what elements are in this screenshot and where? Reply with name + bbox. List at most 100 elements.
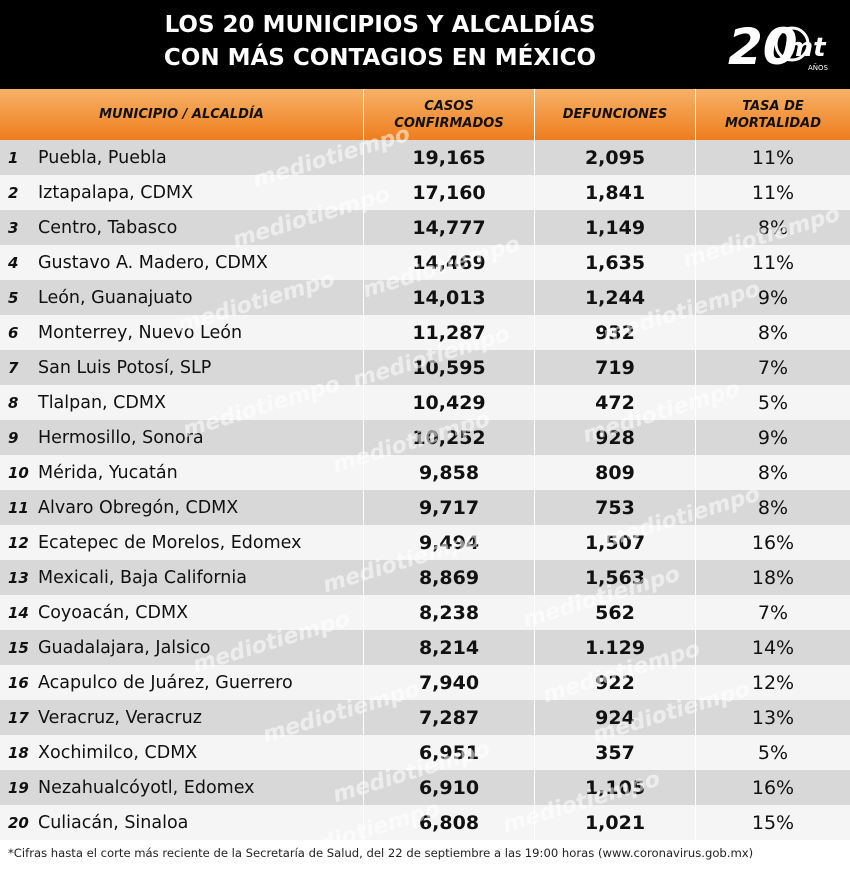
casos-confirmados-cell: 17,160 <box>364 175 535 210</box>
tasa-mortalidad-cell: 9% <box>757 426 789 449</box>
column-header-tasa: TASA DE MORTALIDAD <box>724 98 822 131</box>
tasa-mortalidad-cell: 13% <box>751 706 795 729</box>
table-row: 19 Nezahualcóyotl, Edomex 6,910 1,105 16% <box>0 770 850 805</box>
defunciones-cell: 357 <box>535 735 696 770</box>
municipio-name: Xochimilco, CDMX <box>38 742 198 763</box>
table-row: 8 Tlalpan, CDMX 10,429 472 5% <box>0 385 850 420</box>
tasa-mortalidad-cell: 9% <box>757 286 789 309</box>
rank-number: 7 <box>8 358 19 377</box>
casos-confirmados-cell: 19,165 <box>364 140 535 175</box>
municipio-name: León, Guanajuato <box>38 287 193 308</box>
rank-number: 19 <box>8 778 29 797</box>
table-row: 13 Mexicali, Baja California 8,869 1,563 18% <box>0 560 850 595</box>
rank-number: 6 <box>8 323 19 342</box>
municipio-cell: 9 Hermosillo, Sonora <box>0 420 364 455</box>
casos-confirmados-cell: 11,287 <box>364 315 535 350</box>
defunciones-cell: 1,841 <box>535 175 696 210</box>
municipio-name: Coyoacán, CDMX <box>38 602 189 623</box>
table-row: 1 Puebla, Puebla 19,165 2,095 11% <box>0 140 850 175</box>
column-header-defunciones: DEFUNCIONES <box>535 89 696 140</box>
casos-confirmados-cell: 6,910 <box>364 770 535 805</box>
defunciones-cell: 753 <box>535 490 696 525</box>
municipio-cell: 13 Mexicali, Baja California <box>0 560 364 595</box>
rank-number: 18 <box>8 743 29 762</box>
table-row: 11 Alvaro Obregón, CDMX 9,717 753 8% <box>0 490 850 525</box>
municipio-name: Tlalpan, CDMX <box>38 392 166 413</box>
municipio-name: Centro, Tabasco <box>38 217 178 238</box>
municipio-name: Veracruz, Veracruz <box>38 707 202 728</box>
casos-confirmados-cell: 8,238 <box>364 595 535 630</box>
casos-confirmados-cell: 6,951 <box>364 735 535 770</box>
tasa-mortalidad-cell: 8% <box>757 216 789 239</box>
municipio-cell: 6 Monterrey, Nuevo León <box>0 315 364 350</box>
municipio-name: Mexicali, Baja California <box>38 567 247 588</box>
defunciones-cell: 1,635 <box>535 245 696 280</box>
municipio-cell: 14 Coyoacán, CDMX <box>0 595 364 630</box>
municipio-name: San Luis Potosí, SLP <box>38 357 212 378</box>
municipio-cell: 3 Centro, Tabasco <box>0 210 364 245</box>
casos-confirmados-cell: 10,595 <box>364 350 535 385</box>
table-row: 17 Veracruz, Veracruz 7,287 924 13% <box>0 700 850 735</box>
casos-confirmados-cell: 9,717 <box>364 490 535 525</box>
table-row: 4 Gustavo A. Madero, CDMX 14,469 1,635 11% <box>0 245 850 280</box>
municipio-cell: 15 Guadalajara, Jalsico <box>0 630 364 665</box>
defunciones-cell: 928 <box>535 420 696 455</box>
tasa-mortalidad-cell: 14% <box>751 636 795 659</box>
municipio-name: Mérida, Yucatán <box>38 462 178 483</box>
rank-number: 10 <box>8 463 29 482</box>
defunciones-cell: 932 <box>535 315 696 350</box>
table-row: 14 Coyoacán, CDMX 8,238 562 7% <box>0 595 850 630</box>
casos-confirmados-cell: 8,869 <box>364 560 535 595</box>
rank-number: 8 <box>8 393 19 412</box>
municipio-cell: 20 Culiacán, Sinaloa <box>0 805 364 840</box>
tasa-mortalidad-cell: 11% <box>751 251 795 274</box>
municipio-cell: 5 León, Guanajuato <box>0 280 364 315</box>
table-row: 15 Guadalajara, Jalsico 8,214 1.129 14% <box>0 630 850 665</box>
logo-sub: AÑOS <box>808 63 828 72</box>
defunciones-cell: 1,105 <box>535 770 696 805</box>
defunciones-cell: 472 <box>535 385 696 420</box>
municipio-cell: 1 Puebla, Puebla <box>0 140 364 175</box>
table-row: 20 Culiacán, Sinaloa 6,808 1,021 15% <box>0 805 850 840</box>
defunciones-cell: 2,095 <box>535 140 696 175</box>
tasa-mortalidad-cell: 7% <box>757 356 789 379</box>
municipio-name: Puebla, Puebla <box>38 147 167 168</box>
table-header: MUNICIPIO / ALCALDÍA CASOS CONFIRMADOS D… <box>0 89 850 140</box>
tasa-mortalidad-cell: 16% <box>751 776 795 799</box>
tasa-mortalidad-cell: 5% <box>757 741 789 764</box>
rank-number: 4 <box>8 253 19 272</box>
municipio-cell: 10 Mérida, Yucatán <box>0 455 364 490</box>
rank-number: 1 <box>8 148 19 167</box>
tasa-mortalidad-cell: 16% <box>751 531 795 554</box>
municipio-name: Hermosillo, Sonora <box>38 427 204 448</box>
municipio-name: Ecatepec de Morelos, Edomex <box>38 532 302 553</box>
table-row: 18 Xochimilco, CDMX 6,951 357 5% <box>0 735 850 770</box>
defunciones-cell: 922 <box>535 665 696 700</box>
header-bar: LOS 20 MUNICIPIOS Y ALCALDÍAS CON MÁS CO… <box>0 0 850 89</box>
table-row: 9 Hermosillo, Sonora 10,252 928 9% <box>0 420 850 455</box>
municipio-name: Alvaro Obregón, CDMX <box>38 497 239 518</box>
tasa-mortalidad-cell: 11% <box>751 181 795 204</box>
rank-number: 14 <box>8 603 29 622</box>
casos-confirmados-cell: 7,940 <box>364 665 535 700</box>
column-header-municipio: MUNICIPIO / ALCALDÍA <box>0 89 364 140</box>
casos-confirmados-cell: 14,777 <box>364 210 535 245</box>
rank-number: 2 <box>8 183 19 202</box>
tasa-mortalidad-cell: 8% <box>757 461 789 484</box>
tasa-mortalidad-cell: 18% <box>751 566 795 589</box>
tasa-mortalidad-cell: 5% <box>757 391 789 414</box>
municipio-name: Iztapalapa, CDMX <box>38 182 194 203</box>
rank-number: 3 <box>8 218 19 237</box>
tasa-mortalidad-cell: 7% <box>757 601 789 624</box>
table-row: 2 Iztapalapa, CDMX 17,160 1,841 11% <box>0 175 850 210</box>
municipio-cell: 11 Alvaro Obregón, CDMX <box>0 490 364 525</box>
table-row: 10 Mérida, Yucatán 9,858 809 8% <box>0 455 850 490</box>
footnote: *Cifras hasta el corte más reciente de l… <box>8 846 754 860</box>
tasa-mortalidad-cell: 11% <box>751 146 795 169</box>
rank-number: 11 <box>8 498 29 517</box>
table-body: 1 Puebla, Puebla 19,165 2,095 11% 2 Iztapalapa… <box>0 140 850 840</box>
page-title: LOS 20 MUNICIPIOS Y ALCALDÍAS CON MÁS CO… <box>100 9 660 75</box>
defunciones-cell: 809 <box>535 455 696 490</box>
logo-brand: mt <box>786 33 827 63</box>
casos-confirmados-cell: 10,252 <box>364 420 535 455</box>
